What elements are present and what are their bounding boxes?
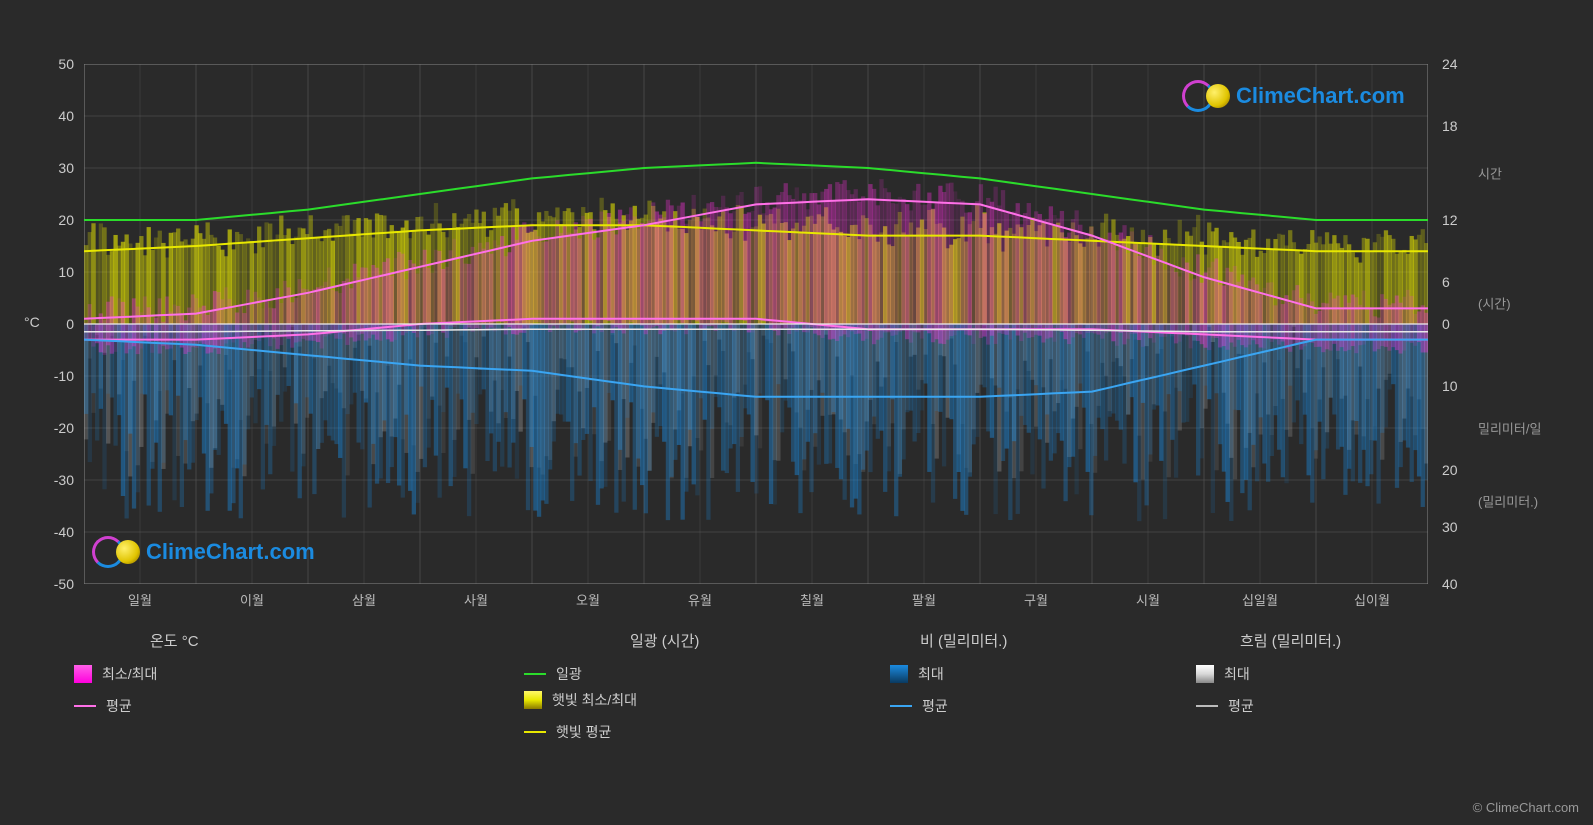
watermark-text: ClimeChart.com (146, 539, 315, 565)
legend-label: 평균 (1228, 696, 1254, 716)
logo-sun-icon (116, 540, 140, 564)
legend-item: 최대 (890, 664, 944, 684)
y-left-ticks: 50403020100-10-20-30-40-50 (0, 64, 80, 584)
x-month-labels: 일월이월삼월사월오월유월칠월팔월구월시월십일월십이월 (84, 590, 1428, 610)
legend-item: 햇빛 평균 (524, 722, 611, 742)
legend-item: 햇빛 최소/최대 (524, 690, 637, 710)
legend-label: 평균 (922, 696, 948, 716)
legend-swatch-cloud-line (1196, 705, 1218, 707)
legend-swatch-temp-line (74, 705, 96, 707)
logo-sun-icon (1206, 84, 1230, 108)
legend-swatch-sunshine (524, 691, 542, 709)
legend-item: 평균 (890, 696, 948, 716)
legend-hdr-rain: 비 (밀리미터.) (920, 630, 1007, 651)
legend-item: 최소/최대 (74, 664, 157, 684)
legend-swatch-rain-line (890, 705, 912, 707)
legend-hdr-temp: 온도 °C (150, 630, 199, 651)
climate-chart (84, 64, 1428, 584)
legend-swatch-daylight (524, 673, 546, 675)
legend-label: 햇빛 최소/최대 (552, 690, 637, 710)
legend-label: 햇빛 평균 (556, 722, 611, 742)
legend-label: 일광 (556, 664, 582, 684)
legend-label: 최대 (918, 664, 944, 684)
legend-swatch-temp (74, 665, 92, 683)
legend-swatch-cloud (1196, 665, 1214, 683)
attribution: © ClimeChart.com (1473, 800, 1579, 815)
y-right-side-labels: 시간(시간)밀리미터/일(밀리미터.) (1478, 64, 1578, 584)
legend-item: 일광 (524, 664, 582, 684)
legend-item: 최대 (1196, 664, 1250, 684)
watermark-logo: ClimeChart.com (92, 536, 315, 568)
legend-label: 최대 (1224, 664, 1250, 684)
legend-hdr-cloud: 흐림 (밀리미터.) (1240, 630, 1341, 651)
watermark-text: ClimeChart.com (1236, 83, 1405, 109)
legend-item: 평균 (1196, 696, 1254, 716)
legend-item: 평균 (74, 696, 132, 716)
legend-label: 평균 (106, 696, 132, 716)
legend-swatch-rain (890, 665, 908, 683)
legend-label: 최소/최대 (102, 664, 157, 684)
watermark-logo: ClimeChart.com (1182, 80, 1405, 112)
legend-swatch-sunshine-line (524, 731, 546, 733)
legend-hdr-daylight: 일광 (시간) (630, 630, 699, 651)
